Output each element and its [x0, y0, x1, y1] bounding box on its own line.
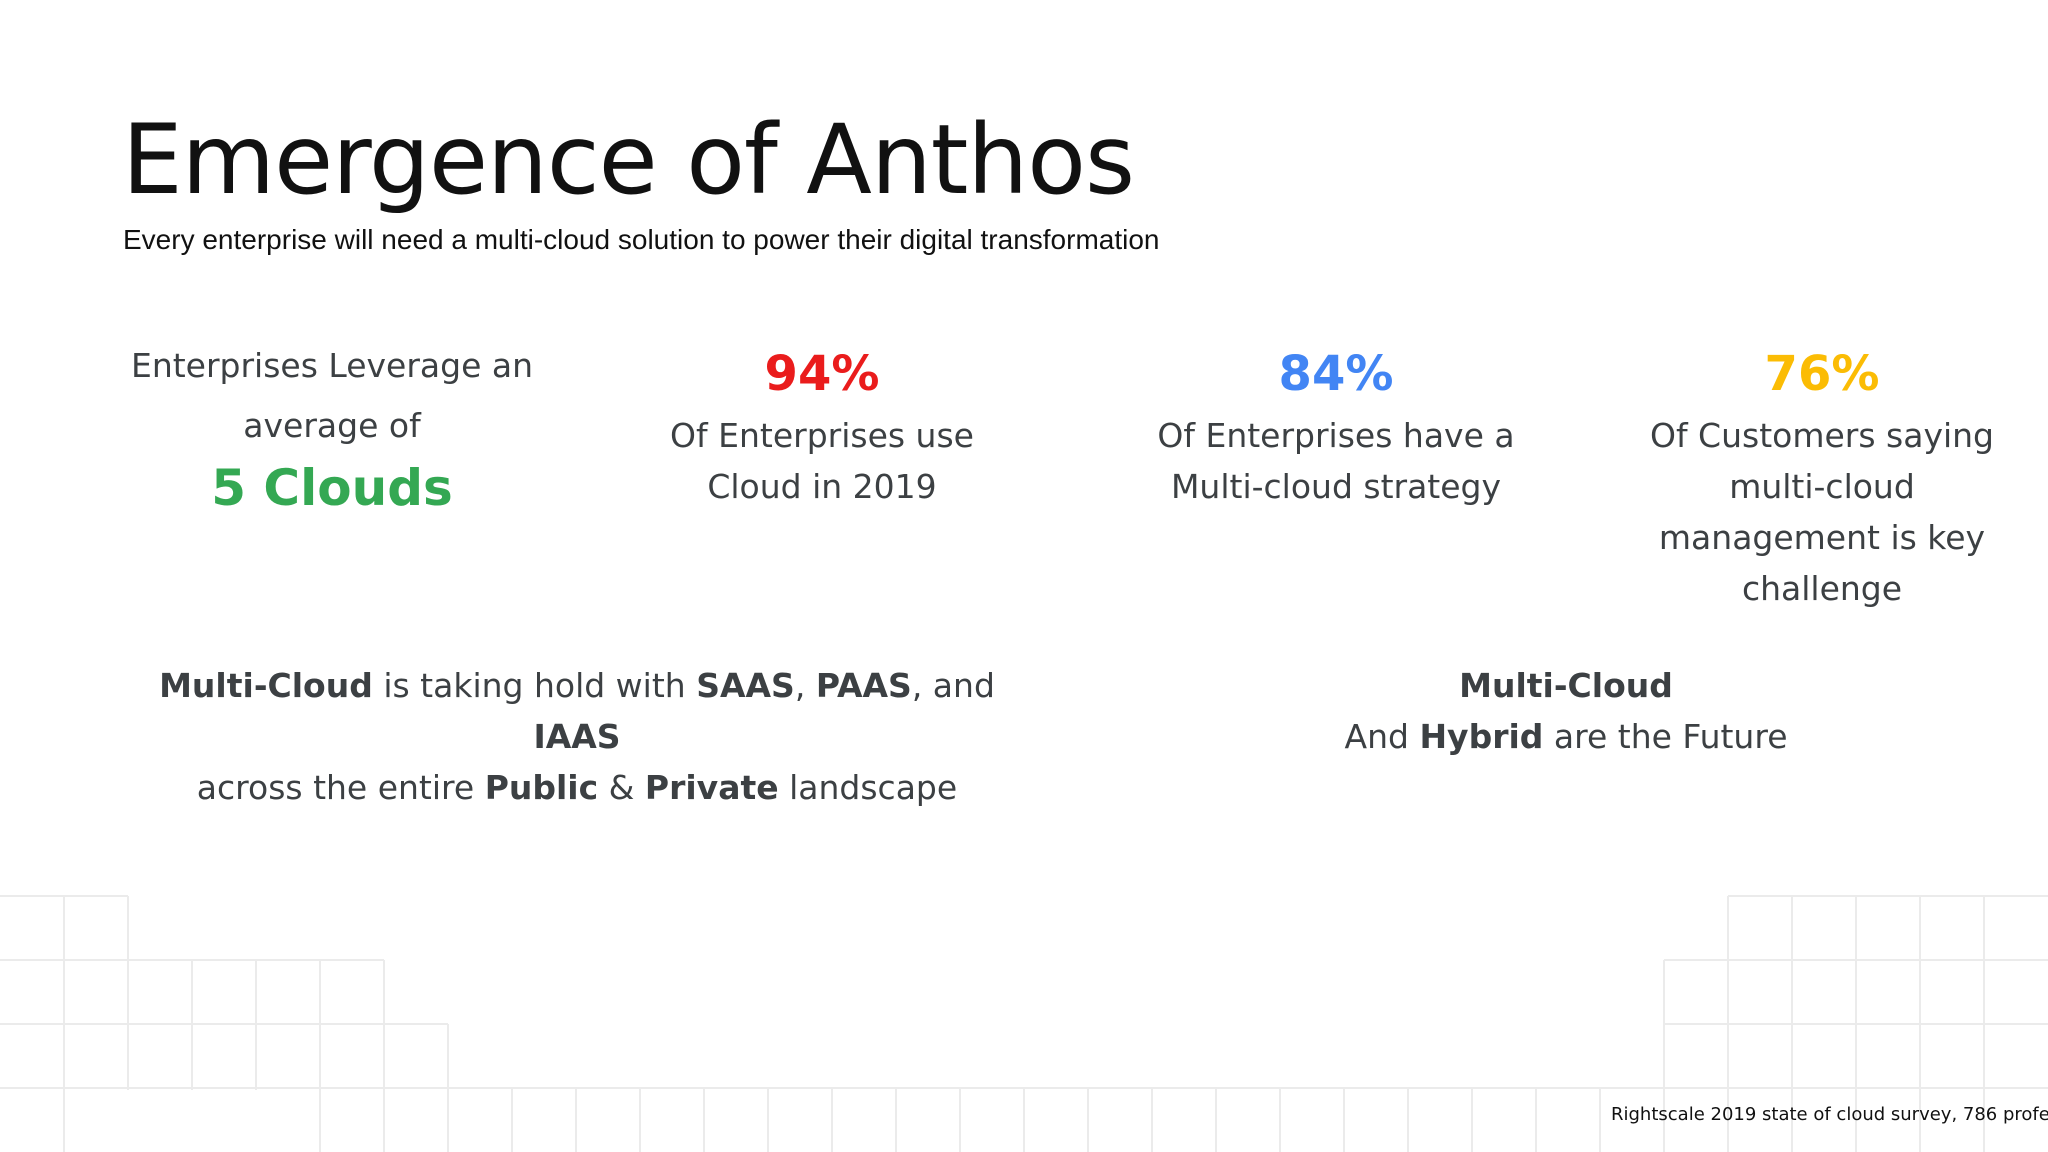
stat-clouds-value: 5 Clouds	[211, 459, 453, 517]
stat-management-line1: Of Customers saying	[1649, 416, 1995, 455]
stat-management-line2: multi-cloud	[1729, 467, 1915, 506]
stat-cloud-use-line1: Of Enterprises use	[670, 416, 974, 455]
stat-management-line4: challenge	[1741, 569, 1903, 608]
bold-text: Hybrid	[1419, 717, 1544, 756]
text: And	[1344, 717, 1420, 756]
source-citation: Rightscale 2019 state of cloud survey, 7…	[1611, 1104, 2048, 1125]
stat-clouds: Enterprises Leverage an average of 5 Clo…	[112, 336, 552, 520]
slide-title: Emergence of Anthos	[122, 104, 1135, 216]
stat-management: 76% Of Customers saying multi-cloud mana…	[1622, 346, 2022, 614]
text: ,	[794, 666, 816, 705]
multicloud-statement-line2: across the entire Public & Private lands…	[112, 762, 1042, 813]
stat-cloud-use-line2: Cloud in 2019	[707, 467, 937, 506]
bold-text: PAAS	[815, 666, 912, 705]
bold-text: Public	[484, 768, 599, 807]
bold-text: IAAS	[533, 717, 621, 756]
future-statement-line1: Multi-Cloud	[1316, 660, 1816, 711]
stat-clouds-line1: Enterprises Leverage an	[130, 346, 534, 385]
multicloud-statement-line1: Multi-Cloud is taking hold with SAAS, PA…	[112, 660, 1042, 762]
stat-multicloud-strategy-line2: Multi-cloud strategy	[1170, 467, 1502, 506]
text: landscape	[778, 768, 958, 807]
slide-subtitle: Every enterprise will need a multi-cloud…	[123, 224, 1160, 255]
text: is taking hold with	[372, 666, 697, 705]
multicloud-statement: Multi-Cloud is taking hold with SAAS, PA…	[112, 660, 1042, 813]
bold-text: Multi-Cloud	[159, 666, 373, 705]
stat-clouds-line2: average of	[243, 406, 421, 445]
text: across the entire	[196, 768, 485, 807]
stat-cloud-use: 94% Of Enterprises use Cloud in 2019	[622, 346, 1022, 512]
future-statement: Multi-Cloud And Hybrid are the Future	[1316, 660, 1816, 762]
stat-multicloud-strategy: 84% Of Enterprises have a Multi-cloud st…	[1136, 346, 1536, 512]
bold-text: Private	[644, 768, 779, 807]
stat-management-line3: management is key	[1658, 518, 1986, 557]
stat-cloud-use-value: 94%	[764, 346, 880, 402]
text: , and	[911, 666, 995, 705]
bold-text: Multi-Cloud	[1459, 666, 1673, 705]
stat-management-value: 76%	[1764, 346, 1880, 402]
text: are the Future	[1543, 717, 1788, 756]
future-statement-line2: And Hybrid are the Future	[1316, 711, 1816, 762]
text: &	[598, 768, 645, 807]
stat-multicloud-strategy-value: 84%	[1278, 346, 1394, 402]
stat-multicloud-strategy-line1: Of Enterprises have a	[1157, 416, 1515, 455]
bold-text: SAAS	[696, 666, 795, 705]
